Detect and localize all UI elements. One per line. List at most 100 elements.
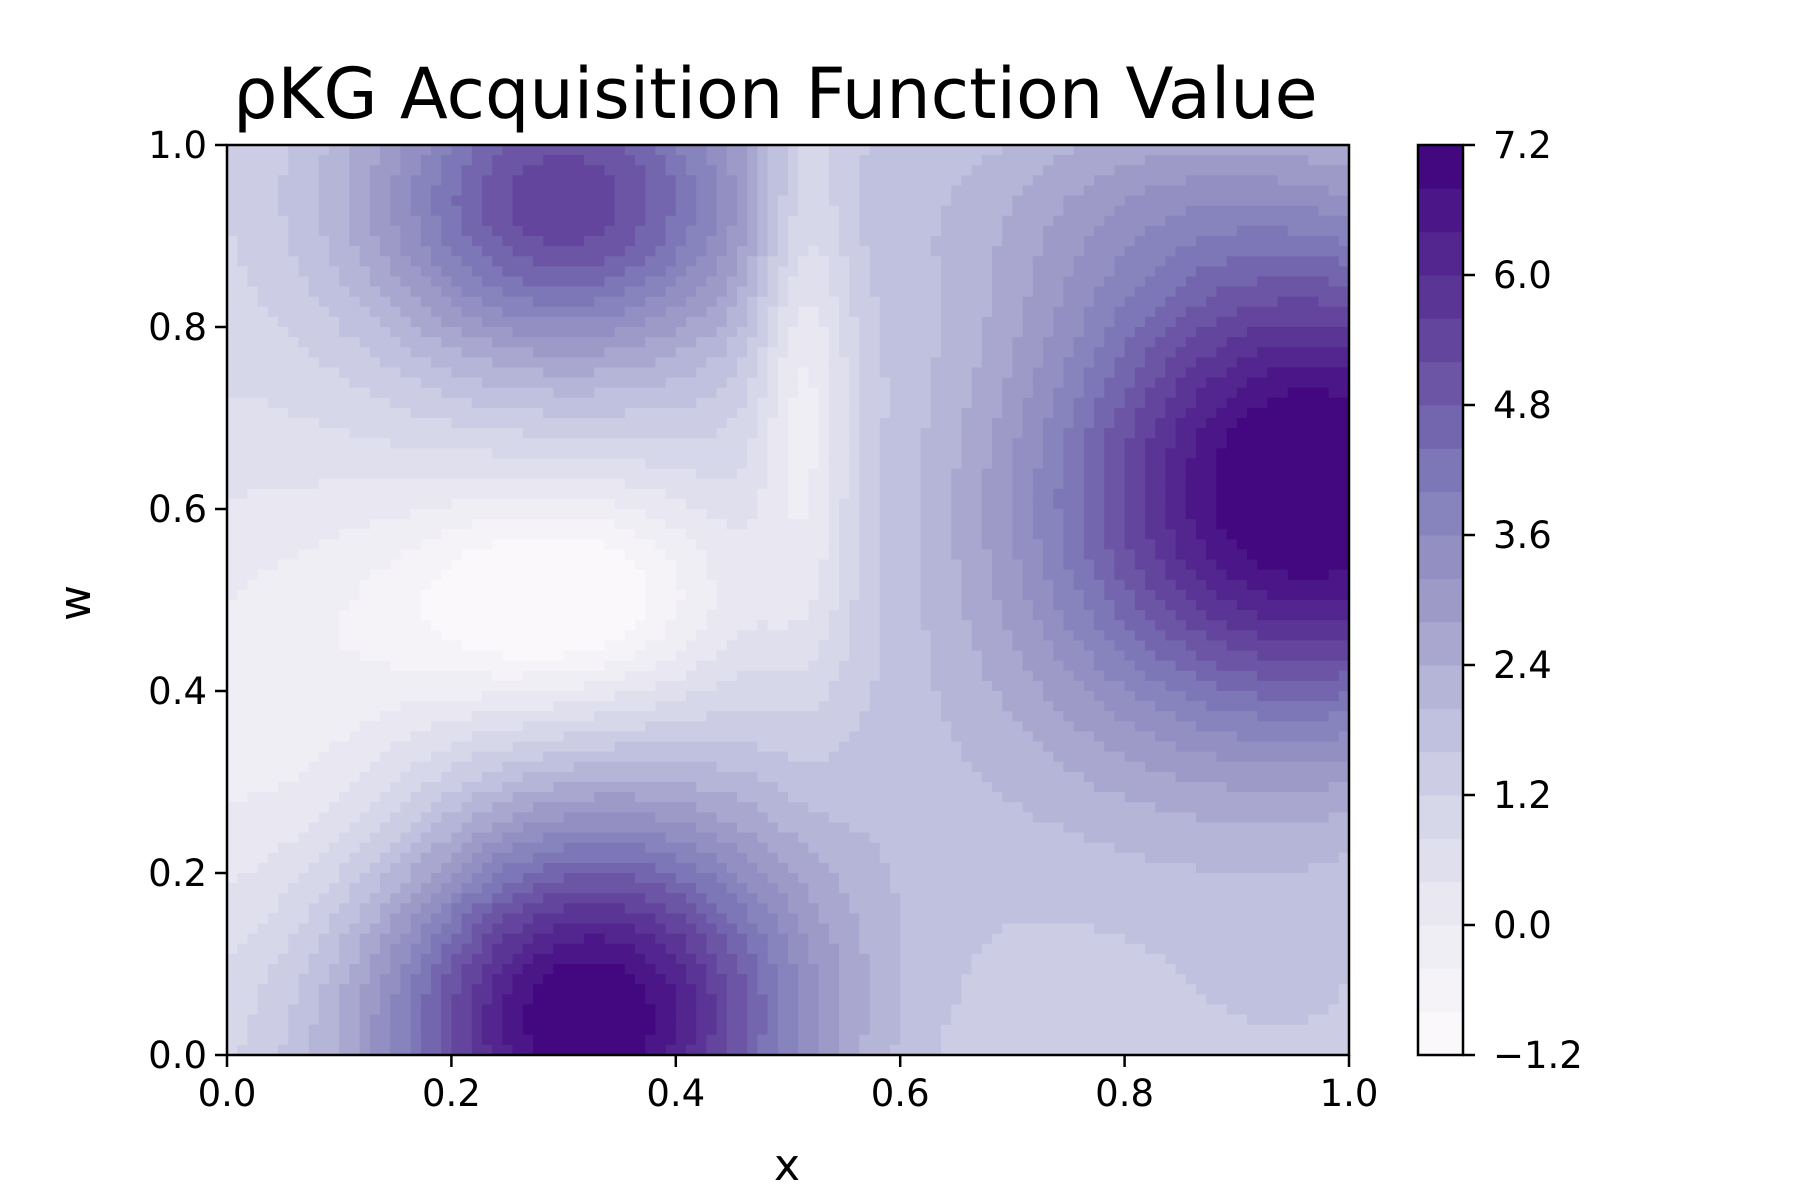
contour-cell	[696, 630, 738, 642]
contour-cell	[930, 387, 973, 399]
contour-cell	[1145, 458, 1166, 470]
contour-cell	[1114, 640, 1146, 652]
contour-cell	[298, 832, 340, 844]
contour-cell	[737, 286, 758, 298]
contour-cell	[553, 701, 656, 712]
contour-cell	[1145, 610, 1177, 621]
contour-cell	[951, 1014, 1248, 1026]
contour-cell	[777, 225, 789, 237]
contour-cell	[941, 337, 983, 348]
contour-cell	[655, 701, 820, 712]
contour-cell	[390, 266, 422, 278]
contour-cell	[227, 569, 259, 581]
contour-cell	[1043, 630, 1075, 642]
contour-cell	[1083, 387, 1105, 399]
contour-cell	[992, 549, 1013, 561]
contour-cell	[951, 731, 1034, 743]
contour-cell	[553, 943, 636, 955]
contour-cell	[737, 630, 830, 642]
contour-cell	[900, 943, 983, 955]
contour-cell	[726, 236, 748, 247]
contour-cell	[737, 873, 769, 884]
contour-cell	[380, 873, 412, 884]
contour-cell	[410, 731, 473, 743]
contour-cell	[461, 306, 503, 318]
contour-cell	[227, 620, 340, 631]
contour-cell	[777, 357, 830, 369]
contour-cell	[859, 559, 881, 571]
contour-cell	[879, 337, 942, 348]
contour-cell	[757, 397, 779, 409]
contour-cell	[227, 994, 259, 1006]
contour-cell	[461, 802, 493, 813]
contour-cell	[227, 1034, 248, 1046]
contour-cell	[1002, 387, 1034, 399]
contour-cell	[828, 448, 850, 460]
contour-cell	[675, 1014, 697, 1026]
contour-cell	[359, 943, 381, 955]
contour-cell	[1145, 276, 1187, 288]
contour-cell	[747, 1004, 769, 1016]
contour-cell	[879, 600, 922, 611]
contour-cell	[1308, 862, 1349, 874]
contour-cell	[349, 852, 381, 864]
contour-cell	[665, 215, 697, 227]
contour-cell	[369, 1034, 391, 1046]
contour-cell	[390, 862, 412, 874]
contour-cell	[563, 731, 850, 743]
contour-cell	[1022, 559, 1044, 571]
contour-cell	[471, 519, 616, 530]
contour-cell	[1022, 327, 1054, 338]
contour-cell	[431, 579, 646, 591]
contour-cell	[859, 155, 983, 166]
contour-cell	[716, 327, 738, 338]
contour-cell	[1002, 691, 1044, 702]
contour-cell	[1094, 559, 1115, 571]
contour-cell	[716, 215, 738, 227]
contour-cell	[920, 498, 952, 510]
contour-cell	[900, 994, 962, 1006]
contour-cell	[329, 256, 361, 267]
contour-cell	[329, 974, 350, 985]
contour-cell	[227, 751, 320, 763]
contour-cell	[941, 1034, 1349, 1046]
contour-cell	[1165, 296, 1207, 308]
contour-cell	[308, 903, 340, 915]
contour-cell	[961, 458, 993, 470]
contour-cell	[1185, 337, 1228, 348]
contour-cell	[492, 923, 524, 935]
contour-cell	[227, 266, 248, 278]
x-tick-label: 0.2	[422, 1072, 481, 1115]
contour-cell	[1328, 812, 1349, 824]
contour-cell	[359, 771, 401, 783]
contour-cell	[726, 246, 738, 257]
contour-cell	[227, 933, 248, 945]
contour-cell	[1104, 630, 1136, 642]
contour-cell	[441, 943, 463, 955]
contour-cell	[1124, 498, 1146, 510]
contour-cell	[747, 883, 779, 894]
contour-cell	[1114, 165, 1349, 176]
contour-cell	[716, 964, 738, 975]
contour-cell	[869, 1014, 901, 1026]
contour-cell	[1124, 195, 1349, 207]
contour-cell	[1155, 802, 1349, 813]
contour-cell	[920, 539, 952, 551]
contour-cell	[1185, 620, 1228, 631]
contour-cell	[1134, 327, 1166, 338]
contour-cell	[818, 569, 840, 581]
contour-cell	[420, 155, 442, 166]
contour-cell	[645, 296, 687, 308]
contour-cell	[410, 347, 463, 358]
contour-cell	[441, 1004, 452, 1016]
contour-cell	[1175, 418, 1207, 429]
contour-cell	[1022, 589, 1054, 601]
contour-cell	[1185, 478, 1217, 490]
contour-cell	[471, 812, 514, 824]
contour-cell	[482, 964, 503, 975]
contour-cell	[818, 1014, 840, 1026]
contour-cell	[900, 893, 1349, 904]
contour-cell	[777, 276, 789, 288]
contour-cell	[1155, 428, 1177, 439]
